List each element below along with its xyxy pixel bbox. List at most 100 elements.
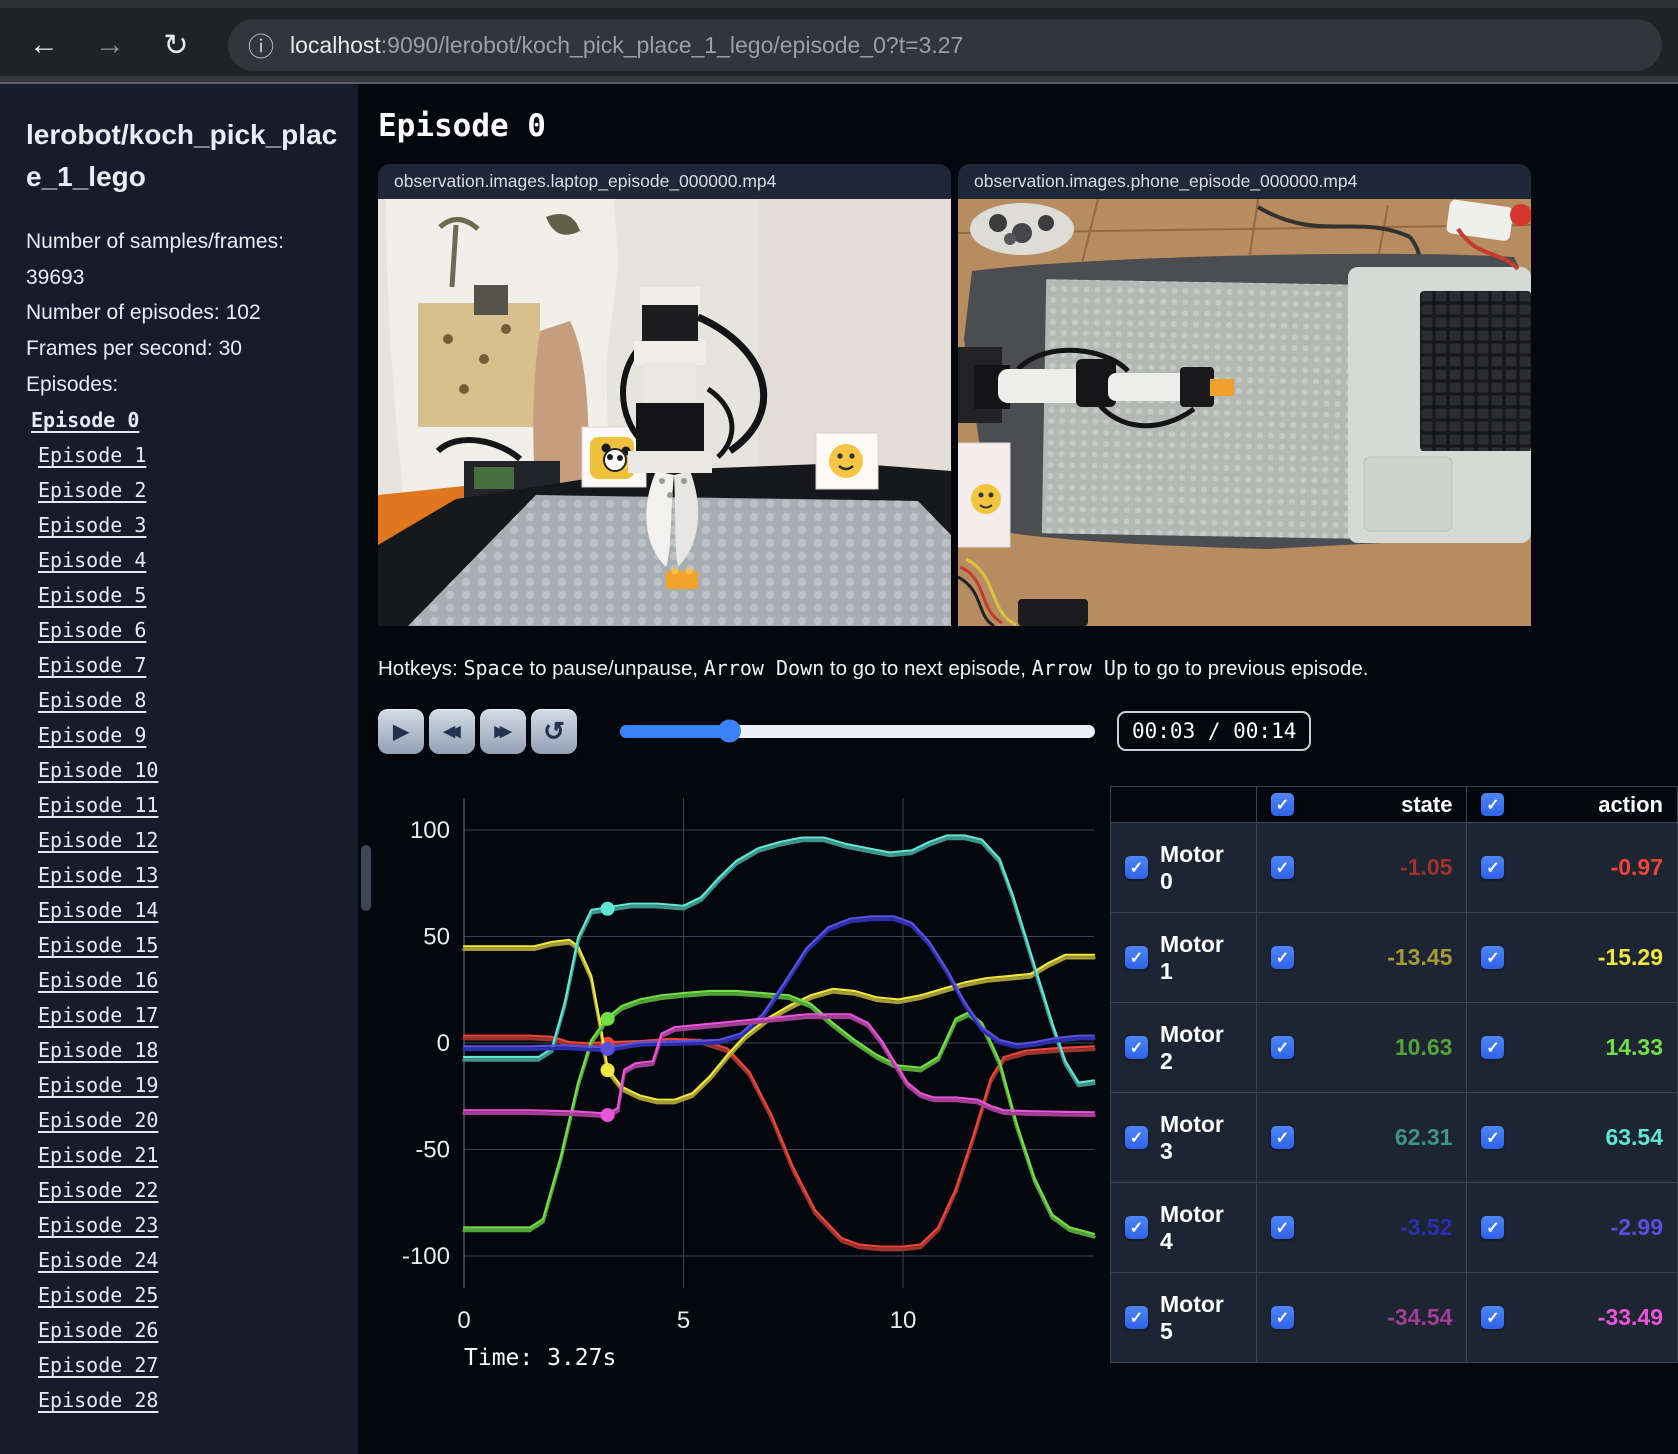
motor-0-state-value: -1.05 bbox=[1400, 854, 1453, 880]
episode-link-episode-18[interactable]: Episode 18 bbox=[38, 1038, 159, 1063]
url-host: localhost bbox=[290, 31, 381, 58]
state-header-cell: ✓ state bbox=[1255, 786, 1468, 823]
seek-slider[interactable] bbox=[620, 719, 1095, 743]
hotkey-key: Arrow Down bbox=[703, 656, 825, 680]
scrollbar-thumb[interactable] bbox=[361, 845, 371, 911]
episode-list-item: Episode 2 bbox=[38, 474, 338, 509]
motor-0-checkbox[interactable]: ✓ bbox=[1125, 856, 1148, 879]
hotkeys-help: Hotkeys: Space to pause/unpause, Arrow D… bbox=[378, 656, 1678, 681]
fast-forward-button[interactable]: ▶▶ bbox=[480, 708, 526, 754]
episode-link-episode-28[interactable]: Episode 28 bbox=[38, 1388, 159, 1413]
episode-link-episode-25[interactable]: Episode 25 bbox=[38, 1283, 159, 1308]
episode-link-episode-24[interactable]: Episode 24 bbox=[38, 1248, 159, 1273]
episode-link-episode-4[interactable]: Episode 4 bbox=[38, 548, 147, 573]
svg-text:0: 0 bbox=[437, 1030, 450, 1057]
motor-2-state-checkbox[interactable]: ✓ bbox=[1270, 1036, 1294, 1059]
motor-1-action-value: -15.29 bbox=[1597, 944, 1663, 970]
episode-link-episode-5[interactable]: Episode 5 bbox=[38, 583, 147, 608]
motor-2-checkbox[interactable]: ✓ bbox=[1125, 1036, 1148, 1059]
play-icon: ▶ bbox=[393, 720, 409, 743]
url-text[interactable]: localhost:9090/lerobot/koch_pick_place_1… bbox=[290, 32, 963, 59]
motor-5-action-checkbox[interactable]: ✓ bbox=[1481, 1306, 1505, 1329]
episode-link-episode-22[interactable]: Episode 22 bbox=[38, 1178, 159, 1203]
motor-0-action-checkbox[interactable]: ✓ bbox=[1481, 856, 1505, 879]
motor-row-5: ✓ Motor 5 ✓ -34.54 ✓ -33.49 bbox=[1110, 1272, 1678, 1363]
episode-link-episode-19[interactable]: Episode 19 bbox=[38, 1073, 159, 1098]
motor-5-state-checkbox[interactable]: ✓ bbox=[1270, 1306, 1294, 1329]
bottom-row: 100 50 0 -50 -100 0 5 10 Time: 3.27s ✓ state ✓ ac… bbox=[378, 768, 1678, 1371]
loop-button[interactable]: ↺ bbox=[531, 708, 577, 754]
motor-row-4: ✓ Motor 4 ✓ -3.52 ✓ -2.99 bbox=[1110, 1182, 1678, 1273]
hotkey-key: Arrow Up bbox=[1031, 656, 1128, 680]
episode-list-item: Episode 7 bbox=[38, 649, 338, 684]
motor-1-action-checkbox[interactable]: ✓ bbox=[1481, 946, 1505, 969]
episode-link-episode-16[interactable]: Episode 16 bbox=[38, 968, 159, 993]
episode-link-episode-12[interactable]: Episode 12 bbox=[38, 828, 159, 853]
lego-baseplate bbox=[1041, 279, 1419, 540]
motor-name-label: Motor 5 bbox=[1160, 1290, 1224, 1344]
episode-link-episode-26[interactable]: Episode 26 bbox=[38, 1318, 159, 1343]
back-icon[interactable]: ← bbox=[29, 28, 59, 61]
motor-3-state-value: 62.31 bbox=[1394, 1124, 1453, 1150]
motor-0-state-checkbox[interactable]: ✓ bbox=[1270, 856, 1294, 879]
episode-list-item: Episode 22 bbox=[38, 1174, 338, 1209]
dataset-info-line: Episodes: bbox=[26, 372, 119, 396]
episode-link-episode-20[interactable]: Episode 20 bbox=[38, 1108, 159, 1133]
video-filename-phone: observation.images.phone_episode_000000.… bbox=[958, 164, 1531, 199]
motor-2-action-checkbox[interactable]: ✓ bbox=[1481, 1036, 1505, 1059]
action-column-checkbox[interactable]: ✓ bbox=[1481, 793, 1505, 816]
episode-link-episode-17[interactable]: Episode 17 bbox=[38, 1003, 159, 1028]
rewind-button[interactable]: ◀◀ bbox=[429, 708, 475, 754]
robot-arm bbox=[628, 287, 712, 567]
motor-5-checkbox[interactable]: ✓ bbox=[1125, 1306, 1148, 1329]
forward-icon[interactable]: → bbox=[95, 28, 125, 61]
episode-link-episode-11[interactable]: Episode 11 bbox=[38, 793, 159, 818]
smiley-box bbox=[815, 432, 879, 490]
play-button[interactable]: ▶ bbox=[378, 708, 424, 754]
main-content: Episode 0 observation.images.laptop_epis… bbox=[358, 84, 1678, 1454]
sidebar: lerobot/koch_pick_place_1_lego Number of… bbox=[0, 84, 358, 1454]
reload-icon[interactable]: ↻ bbox=[163, 28, 189, 62]
state-column-checkbox[interactable]: ✓ bbox=[1270, 793, 1294, 816]
motor-5-state-cell: ✓ -34.54 bbox=[1255, 1272, 1468, 1363]
motor-1-state-cell: ✓ -13.45 bbox=[1255, 912, 1468, 1003]
motor-name-label: Motor 4 bbox=[1160, 1200, 1224, 1254]
episode-link-episode-21[interactable]: Episode 21 bbox=[38, 1143, 159, 1168]
motor-3-checkbox[interactable]: ✓ bbox=[1125, 1126, 1148, 1149]
episode-link-episode-27[interactable]: Episode 27 bbox=[38, 1353, 159, 1378]
motor-row-3: ✓ Motor 3 ✓ 62.31 ✓ 63.54 bbox=[1110, 1092, 1678, 1183]
episode-link-episode-8[interactable]: Episode 8 bbox=[38, 688, 147, 713]
motor-3-state-checkbox[interactable]: ✓ bbox=[1270, 1126, 1294, 1149]
episode-link-episode-15[interactable]: Episode 15 bbox=[38, 933, 159, 958]
motor-1-action-cell: ✓ -15.29 bbox=[1466, 912, 1678, 1003]
episode-link-episode-6[interactable]: Episode 6 bbox=[38, 618, 147, 643]
video-card-phone: observation.images.phone_episode_000000.… bbox=[958, 164, 1531, 626]
episode-link-episode-1[interactable]: Episode 1 bbox=[38, 443, 147, 468]
episode-link-episode-2[interactable]: Episode 2 bbox=[38, 478, 147, 503]
episode-link-episode-13[interactable]: Episode 13 bbox=[38, 863, 159, 888]
motor-1-state-checkbox[interactable]: ✓ bbox=[1270, 946, 1294, 969]
seek-thumb[interactable] bbox=[718, 719, 742, 743]
motor-4-action-value: -2.99 bbox=[1610, 1214, 1663, 1240]
svg-text:0: 0 bbox=[457, 1307, 470, 1334]
episode-link-episode-10[interactable]: Episode 10 bbox=[38, 758, 159, 783]
site-info-icon[interactable]: ⓘ bbox=[248, 31, 275, 62]
motor-4-checkbox[interactable]: ✓ bbox=[1125, 1216, 1148, 1239]
episode-link-episode-7[interactable]: Episode 7 bbox=[38, 653, 147, 678]
motor-4-state-checkbox[interactable]: ✓ bbox=[1270, 1216, 1294, 1239]
episode-link-episode-14[interactable]: Episode 14 bbox=[38, 898, 159, 923]
episode-link-episode-9[interactable]: Episode 9 bbox=[38, 723, 147, 748]
seek-fill bbox=[620, 724, 730, 738]
svg-text:5: 5 bbox=[677, 1307, 690, 1334]
episode-link-episode-3[interactable]: Episode 3 bbox=[38, 513, 147, 538]
episode-link-episode-0[interactable]: Episode 0 bbox=[31, 408, 140, 433]
motor-chart[interactable]: 100 50 0 -50 -100 0 5 10 bbox=[378, 768, 1110, 1334]
motor-table: ✓ state ✓ action ✓ Motor 0 ✓ -1.05 ✓ -0.97 ✓ Moto… bbox=[1110, 786, 1678, 1363]
episode-link-episode-23[interactable]: Episode 23 bbox=[38, 1213, 159, 1238]
player-controls: ▶ ◀◀ ▶▶ ↺ 00:03 / 00:14 bbox=[378, 708, 1678, 754]
address-bar[interactable]: ⓘ localhost:9090/lerobot/koch_pick_place… bbox=[228, 19, 1662, 71]
motor-4-action-checkbox[interactable]: ✓ bbox=[1481, 1216, 1505, 1239]
motor-name-label: Motor 1 bbox=[1160, 930, 1224, 984]
motor-3-action-checkbox[interactable]: ✓ bbox=[1481, 1126, 1505, 1149]
motor-1-checkbox[interactable]: ✓ bbox=[1125, 946, 1148, 969]
